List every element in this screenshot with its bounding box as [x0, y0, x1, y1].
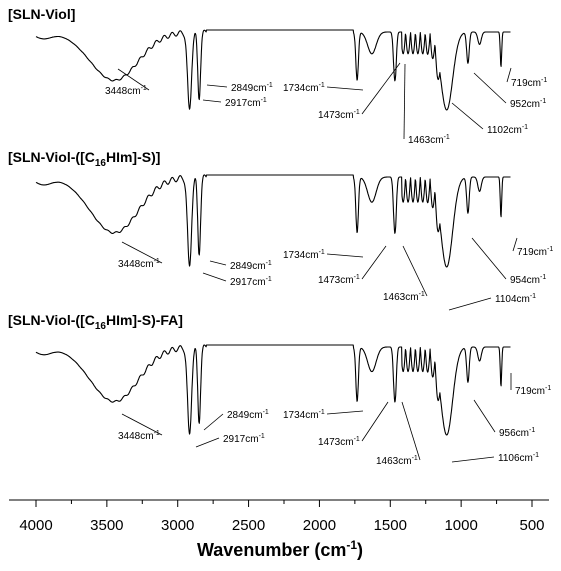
spectrum-title-3: [SLN-Viol-([C16HIm]-S)-FA] — [8, 312, 183, 332]
peak-label: 1734cm-1 — [283, 249, 325, 261]
peak-leader-line — [473, 72, 507, 104]
peak-label: 1734cm-1 — [283, 409, 325, 421]
peak-leader-line — [401, 401, 421, 461]
peak-label: 1473cm-1 — [318, 436, 360, 448]
peak-label: 954cm-1 — [510, 274, 546, 286]
peak-leader-line — [471, 237, 507, 280]
x-tick-label: 4000 — [19, 517, 52, 534]
peak-label: 1463cm-1 — [383, 291, 425, 303]
peak-leader-line — [203, 413, 224, 431]
peak-leader-line — [202, 99, 222, 103]
spectrum-title-1: [SLN-Viol] — [8, 6, 75, 22]
x-tick-label: 2000 — [303, 517, 336, 534]
peak-label: 2849cm-1 — [230, 260, 272, 272]
peak-label: 2849cm-1 — [227, 409, 269, 421]
peak-label: 1104cm-1 — [495, 293, 536, 305]
peak-leader-line — [121, 241, 163, 264]
x-tick-label: 1000 — [444, 517, 477, 534]
peak-label: 719cm-1 — [515, 385, 551, 397]
peak-leader-line — [117, 68, 150, 91]
peak-leader-line — [326, 253, 364, 258]
peak-label: 1473cm-1 — [318, 109, 360, 121]
peak-leader-line — [326, 410, 364, 415]
x-tick-label: 1500 — [374, 517, 407, 534]
peak-label: 1473cm-1 — [318, 274, 360, 286]
peak-label: 1463cm-1 — [376, 455, 418, 467]
x-axis-ticks: 4000 3500 3000 2500 2000 1500 1000 500 — [19, 500, 545, 534]
peak-leader-line — [361, 62, 401, 115]
x-tick-label: 3500 — [90, 517, 123, 534]
peak-leader-line — [451, 456, 495, 463]
peak-label: 1463cm-1 — [408, 134, 450, 146]
peak-leader-line — [403, 63, 406, 140]
spectrum-title-2: [SLN-Viol-([C16HIm]-S)] — [8, 149, 160, 169]
x-tick-label: 500 — [519, 517, 544, 534]
peak-annotations: 3448cm-1 2917cm-1 2849cm-1 1734cm-1 1473cm-1… — [105, 62, 553, 467]
peak-label: 2917cm-1 — [225, 97, 267, 109]
peak-leader-line — [206, 84, 228, 88]
peak-leader-line — [121, 413, 163, 436]
peak-leader-line — [202, 272, 227, 282]
spectrum-line-3 — [35, 344, 511, 436]
peak-label: 2849cm-1 — [231, 82, 273, 94]
peak-label: 1734cm-1 — [283, 82, 325, 94]
peak-label: 719cm-1 — [517, 246, 553, 258]
peak-label: 3448cm-1 — [118, 430, 160, 442]
spectrum-line-1 — [35, 29, 511, 111]
spectrum-line-2 — [35, 174, 511, 268]
peak-leader-line — [448, 297, 492, 311]
peak-label: 952cm-1 — [510, 98, 546, 110]
x-tick-label: 3000 — [161, 517, 194, 534]
peak-leader-line — [506, 67, 512, 83]
peak-label: 956cm-1 — [499, 427, 535, 439]
peak-leader-line — [451, 102, 484, 130]
peak-leader-line — [402, 245, 428, 297]
peak-leader-line — [195, 437, 220, 448]
peak-label: 2917cm-1 — [230, 276, 272, 288]
peak-leader-line — [326, 86, 364, 91]
peak-leader-line — [361, 401, 389, 442]
peak-label: 3448cm-1 — [105, 85, 147, 97]
peak-leader-line — [512, 237, 518, 252]
peak-label: 2917cm-1 — [223, 433, 265, 445]
peak-leader-line — [473, 399, 496, 433]
x-tick-label: 2500 — [232, 517, 265, 534]
peak-label: 1102cm-1 — [487, 124, 528, 136]
peak-leader-line — [209, 260, 227, 266]
x-axis-title: Wavenumber (cm-1) — [197, 538, 363, 560]
peak-label: 3448cm-1 — [118, 258, 160, 270]
peak-label: 719cm-1 — [511, 77, 547, 89]
peak-label: 1106cm-1 — [498, 452, 539, 464]
peak-leader-line — [361, 245, 387, 280]
